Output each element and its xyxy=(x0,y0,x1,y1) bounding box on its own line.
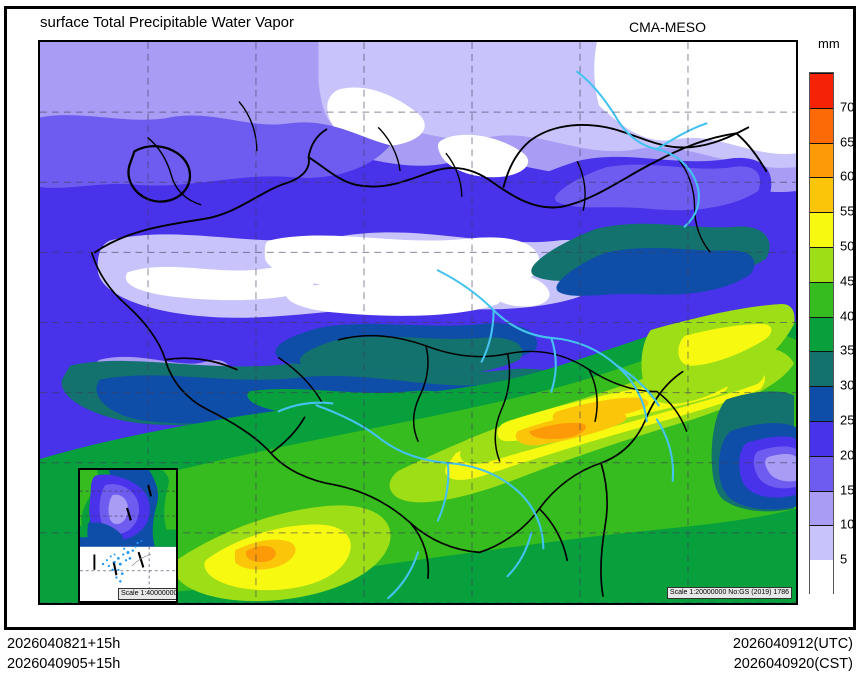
ytick-55N xyxy=(38,42,40,44)
xtick-minor-135 xyxy=(746,603,747,605)
xtick-80E xyxy=(149,603,151,605)
valid-time-utc: 2026040912(UTC) xyxy=(732,636,853,652)
colorbar-tick-15: 15 xyxy=(840,482,855,498)
inset-map-field xyxy=(80,470,176,600)
ytick-35N xyxy=(38,325,40,327)
colorbar-band-0 xyxy=(810,560,833,595)
xtick-90E xyxy=(257,603,259,605)
colorbar-tick-20: 20 xyxy=(840,447,855,463)
init-time-cst: 2026040905+15h xyxy=(7,656,121,672)
xtick-minor-75 xyxy=(94,603,95,605)
xtick-minor-95 xyxy=(311,603,312,605)
colorbar-tick-50: 50 xyxy=(840,238,855,254)
colorbar-band-11 xyxy=(810,177,833,213)
xtick-130E xyxy=(691,603,693,605)
colorbar-band-13 xyxy=(810,107,833,143)
colorbar[interactable] xyxy=(809,72,834,595)
footer-left-block: 2026040821+15h 2026040905+15h xyxy=(7,634,120,674)
ytick-45N xyxy=(38,183,40,185)
map-scale-annotation: Scale 1:20000000 No:GS (2019) 1786 xyxy=(666,587,792,599)
ytick-minor-52 xyxy=(38,77,40,78)
colorbar-band-10 xyxy=(810,212,833,247)
colorbar-tick-35: 35 xyxy=(840,342,855,358)
colorbar-tick-30: 30 xyxy=(840,377,855,393)
colorbar-tick-70: 70 xyxy=(840,99,855,115)
colorbar-band-2 xyxy=(810,490,833,526)
colorbar-tick-40: 40 xyxy=(840,308,855,324)
inset-map-south-china-sea[interactable]: Scale 1:40000000 xyxy=(78,468,178,603)
valid-time-cst: 2026040920(CST) xyxy=(733,656,853,672)
ytick-25N xyxy=(38,466,40,468)
ytick-50N xyxy=(38,113,40,115)
map-plot-area[interactable]: Scale 1:20000000 No:GS (2019) 1786 xyxy=(38,40,798,605)
ytick-minor-17 xyxy=(38,572,40,573)
init-time-utc: 2026040821+15h xyxy=(7,636,121,652)
ytick-minor-47 xyxy=(38,148,40,149)
xtick-120E xyxy=(583,603,585,605)
colorbar-band-6 xyxy=(810,351,833,387)
xtick-minor-125 xyxy=(637,603,638,605)
xtick-minor-115 xyxy=(529,603,530,605)
footer: 2026040821+15h 2026040905+15h 2026040912… xyxy=(4,634,856,676)
colorbar-unit-label: mm xyxy=(818,36,840,51)
footer-right-block: 2026040912(UTC) 2026040920(CST) xyxy=(733,634,853,674)
ytick-40N xyxy=(38,254,40,256)
colorbar-band-12 xyxy=(810,142,833,178)
colorbar-tick-25: 25 xyxy=(840,412,855,428)
model-label: CMA-MESO xyxy=(629,19,706,35)
colorbar-tick-45: 45 xyxy=(840,273,855,289)
ytick-minor-42 xyxy=(38,219,40,220)
xtick-110E xyxy=(474,603,476,605)
inset-scale-annotation: Scale 1:40000000 xyxy=(118,588,176,600)
ytick-minor-22 xyxy=(38,501,40,502)
colorbar-tick-65: 65 xyxy=(840,134,855,150)
colorbar-band-1 xyxy=(810,525,833,561)
xtick-100E xyxy=(366,603,368,605)
ytick-minor-27 xyxy=(38,430,40,431)
ytick-30N xyxy=(38,395,40,397)
colorbar-band-5 xyxy=(810,386,833,421)
xtick-minor-85 xyxy=(203,603,204,605)
colorbar-tick-10: 10 xyxy=(840,516,855,532)
colorbar-band-4 xyxy=(810,421,833,456)
colorbar-band-3 xyxy=(810,455,833,491)
colorbar-band-7 xyxy=(810,316,833,352)
colorbar-band-8 xyxy=(810,281,833,317)
xtick-70 xyxy=(41,603,43,605)
xtick-minor-105 xyxy=(420,603,421,605)
colorbar-tick-5: 5 xyxy=(840,551,848,567)
colorbar-tick-60: 60 xyxy=(840,168,855,184)
ytick-minor-37 xyxy=(38,289,40,290)
colorbar-tick-55: 55 xyxy=(840,203,855,219)
colorbar-band-9 xyxy=(810,247,833,282)
page-title: surface Total Precipitable Water Vapor xyxy=(40,14,295,31)
ytick-minor-32 xyxy=(38,360,40,361)
ytick-20N xyxy=(38,536,40,538)
colorbar-band-14 xyxy=(810,73,833,108)
